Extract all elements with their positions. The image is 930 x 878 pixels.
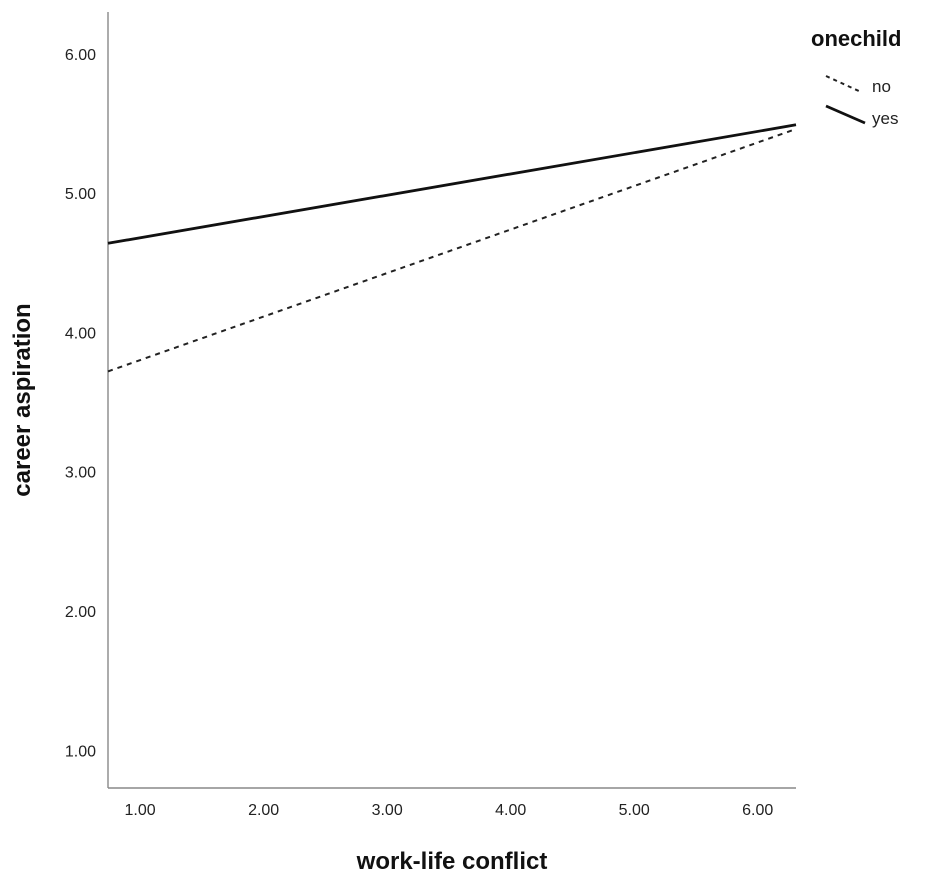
legend-label-yes: yes bbox=[872, 109, 898, 128]
series-line-yes bbox=[107, 123, 797, 245]
x-tick-label: 2.00 bbox=[248, 802, 279, 819]
legend-swatch-no bbox=[825, 75, 862, 93]
x-tick-label: 5.00 bbox=[619, 802, 650, 819]
x-tick-label: 6.00 bbox=[742, 802, 773, 819]
y-tick-labels: 1.00 2.00 3.00 4.00 5.00 6.00 bbox=[65, 47, 96, 761]
y-tick-label: 4.00 bbox=[65, 325, 96, 342]
series-lines bbox=[107, 123, 797, 373]
y-tick-label: 3.00 bbox=[65, 465, 96, 482]
x-axis-title: work-life conflict bbox=[356, 848, 548, 875]
x-tick-label: 1.00 bbox=[125, 802, 156, 819]
legend: onechild no yes bbox=[811, 26, 901, 128]
series-line-no bbox=[107, 128, 797, 373]
y-tick-label: 5.00 bbox=[65, 186, 96, 203]
y-tick-label: 2.00 bbox=[65, 604, 96, 621]
y-tick-label: 6.00 bbox=[65, 47, 96, 64]
legend-title: onechild bbox=[811, 26, 901, 51]
x-tick-label: 3.00 bbox=[372, 802, 403, 819]
legend-label-no: no bbox=[872, 77, 891, 96]
x-tick-label: 4.00 bbox=[495, 802, 526, 819]
y-axis-title: career aspiration bbox=[9, 303, 36, 496]
legend-swatch-yes bbox=[825, 104, 866, 125]
y-tick-label: 1.00 bbox=[65, 743, 96, 760]
x-tick-labels: 1.00 2.00 3.00 4.00 5.00 6.00 bbox=[125, 802, 774, 819]
